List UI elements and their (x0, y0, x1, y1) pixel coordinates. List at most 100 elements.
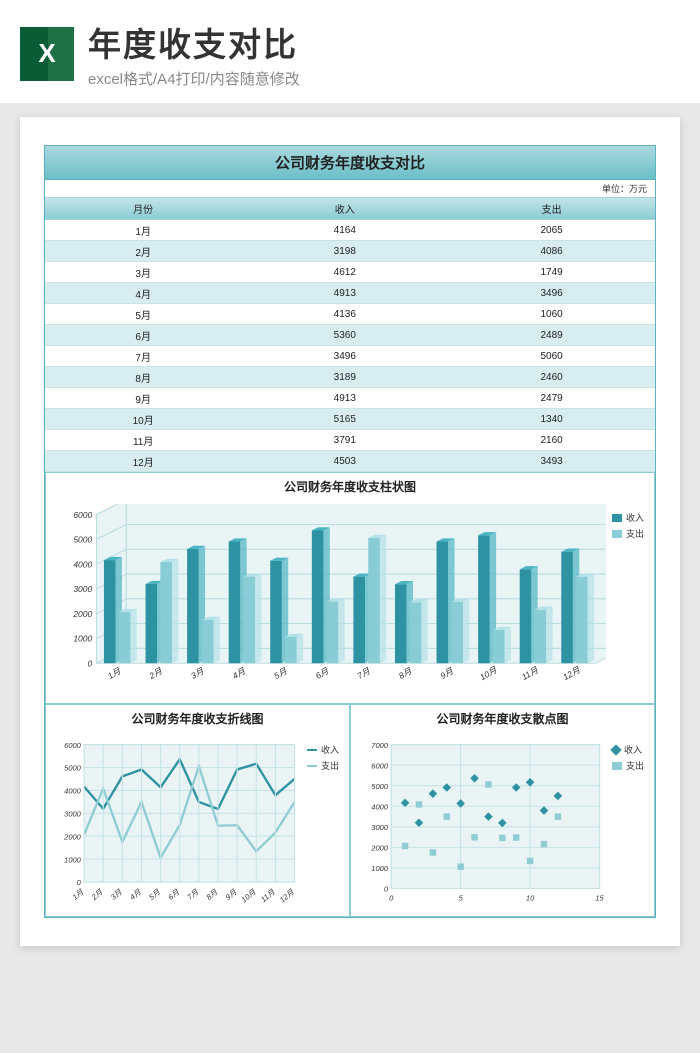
table-row: 10月51651340 (45, 409, 655, 430)
sheet-title: 公司财务年度收支对比 (45, 146, 655, 180)
svg-text:12月: 12月 (278, 887, 296, 904)
svg-text:11月: 11月 (259, 887, 277, 904)
svg-text:3月: 3月 (109, 887, 124, 902)
table-cell: 3496 (241, 346, 448, 367)
unit-label: 单位：万元 (45, 180, 655, 198)
table-row: 11月37912160 (45, 430, 655, 451)
legend-label: 收入 (626, 511, 644, 524)
svg-text:5月: 5月 (147, 887, 162, 902)
svg-text:4000: 4000 (371, 803, 389, 812)
svg-text:4月: 4月 (231, 665, 248, 681)
svg-text:2月: 2月 (89, 887, 105, 902)
legend-label: 收入 (624, 743, 642, 756)
column-header: 月份 (45, 198, 241, 220)
bar-chart: 01000200030004000500060001月2月3月4月5月6月7月8… (54, 504, 606, 695)
svg-text:11月: 11月 (520, 664, 540, 682)
table-cell: 1060 (448, 304, 655, 325)
svg-text:7月: 7月 (185, 887, 200, 902)
table-row: 12月45033493 (45, 451, 655, 472)
line-chart-legend: 收入 支出 (301, 736, 341, 908)
bar-chart-box: 公司财务年度收支柱状图 01000200030004000500060001月2… (45, 472, 655, 704)
svg-text:5000: 5000 (371, 782, 389, 791)
table-cell: 5360 (241, 325, 448, 346)
svg-text:0: 0 (384, 885, 389, 894)
svg-text:4000: 4000 (73, 559, 92, 569)
svg-text:0: 0 (87, 658, 92, 668)
table-cell: 1340 (448, 409, 655, 430)
svg-text:4000: 4000 (64, 787, 82, 796)
table-row: 9月49132479 (45, 388, 655, 409)
document-page: 公司财务年度收支对比 单位：万元 月份收入支出 1月416420652月3198… (20, 117, 680, 946)
line-chart-title: 公司财务年度收支折线图 (46, 705, 349, 732)
table-row: 8月31892460 (45, 367, 655, 388)
line-chart: 01000200030004000500060001月2月3月4月5月6月7月8… (54, 736, 301, 908)
svg-text:1000: 1000 (73, 634, 92, 644)
table-cell: 3月 (45, 262, 241, 283)
scatter-chart: 01000200030004000500060007000051015 (359, 736, 606, 908)
svg-text:15: 15 (595, 893, 604, 902)
table-cell: 8月 (45, 367, 241, 388)
table-cell: 4164 (241, 220, 448, 241)
scatter-chart-legend: 收入 支出 (606, 736, 646, 908)
bar-chart-title: 公司财务年度收支柱状图 (46, 473, 654, 500)
svg-text:2月: 2月 (147, 665, 165, 681)
header-title: 年度收支对比 (88, 18, 680, 66)
table-cell: 5月 (45, 304, 241, 325)
svg-text:5000: 5000 (73, 535, 92, 545)
legend-label: 支出 (626, 759, 644, 772)
table-row: 4月49133496 (45, 283, 655, 304)
svg-text:0: 0 (77, 878, 82, 887)
svg-text:0: 0 (389, 893, 394, 902)
table-cell: 3496 (448, 283, 655, 304)
spreadsheet: 公司财务年度收支对比 单位：万元 月份收入支出 1月416420652月3198… (44, 145, 656, 918)
table-cell: 2489 (448, 325, 655, 346)
page-header: X 年度收支对比 excel格式/A4打印/内容随意修改 (0, 0, 700, 103)
table-cell: 2460 (448, 367, 655, 388)
svg-text:3000: 3000 (64, 810, 82, 819)
svg-text:3000: 3000 (73, 584, 92, 594)
svg-text:3000: 3000 (371, 823, 389, 832)
svg-text:1月: 1月 (71, 887, 86, 902)
svg-text:12月: 12月 (561, 664, 582, 682)
scatter-chart-box: 公司财务年度收支散点图 0100020003000400050006000700… (350, 704, 655, 917)
table-cell: 10月 (45, 409, 241, 430)
svg-text:5月: 5月 (272, 665, 289, 681)
table-cell: 4086 (448, 241, 655, 262)
header-text: 年度收支对比 excel格式/A4打印/内容随意修改 (88, 18, 680, 89)
svg-text:1000: 1000 (64, 855, 82, 864)
svg-text:6月: 6月 (166, 887, 181, 902)
svg-text:9月: 9月 (438, 665, 455, 681)
svg-text:6000: 6000 (371, 761, 389, 770)
table-cell: 11月 (45, 430, 241, 451)
svg-text:9月: 9月 (224, 887, 239, 902)
table-cell: 4913 (241, 388, 448, 409)
table-cell: 1749 (448, 262, 655, 283)
legend-label: 支出 (321, 759, 339, 772)
column-header: 收入 (241, 198, 448, 220)
table-row: 2月31984086 (45, 241, 655, 262)
table-cell: 4913 (241, 283, 448, 304)
svg-text:2000: 2000 (63, 833, 82, 842)
table-cell: 2160 (448, 430, 655, 451)
bar-chart-legend: 收入 支出 (606, 504, 646, 695)
svg-text:10月: 10月 (478, 664, 499, 682)
table-cell: 4136 (241, 304, 448, 325)
svg-text:2000: 2000 (370, 844, 389, 853)
svg-text:10月: 10月 (240, 887, 258, 904)
table-cell: 3189 (241, 367, 448, 388)
table-cell: 3198 (241, 241, 448, 262)
table-cell: 4612 (241, 262, 448, 283)
svg-text:8月: 8月 (397, 665, 414, 681)
table-cell: 4503 (241, 451, 448, 472)
table-cell: 2479 (448, 388, 655, 409)
table-row: 6月53602489 (45, 325, 655, 346)
svg-text:2000: 2000 (72, 609, 92, 619)
table-cell: 5060 (448, 346, 655, 367)
svg-text:5: 5 (459, 893, 464, 902)
excel-icon-letter: X (38, 38, 55, 69)
table-cell: 12月 (45, 451, 241, 472)
svg-text:1000: 1000 (371, 864, 389, 873)
legend-label: 支出 (626, 527, 644, 540)
table-cell: 1月 (45, 220, 241, 241)
svg-text:6000: 6000 (64, 741, 82, 750)
